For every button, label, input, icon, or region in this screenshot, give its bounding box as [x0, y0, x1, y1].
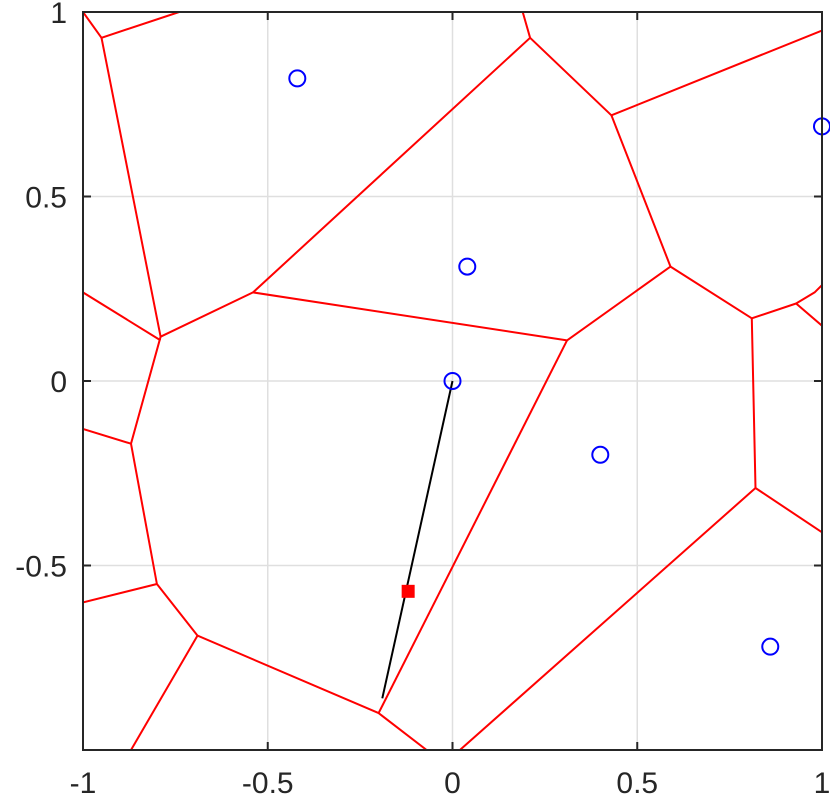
voronoi-edges: [83, 12, 822, 750]
voronoi-edge: [83, 583, 158, 604]
query-point-layer: [401, 584, 415, 598]
voronoi-edge: [100, 12, 532, 338]
voronoi-edge: [130, 336, 428, 750]
axes-box: [82, 11, 823, 751]
path-line-layer: [381, 380, 454, 699]
site-marker: [443, 372, 462, 390]
x-tick-label: 0.5: [616, 767, 658, 800]
voronoi-edge: [252, 114, 672, 342]
x-tick-label: -0.5: [242, 767, 294, 800]
x-tick-label: 1: [814, 767, 830, 800]
site-markers: [288, 69, 830, 656]
x-tick-label: -1: [70, 767, 97, 800]
voronoi-edge: [83, 291, 162, 342]
voronoi-edge: [669, 265, 822, 327]
query-point-marker: [401, 584, 415, 598]
voronoi-edge: [83, 428, 132, 445]
voronoi-edge: [377, 339, 568, 714]
y-tick-label: 0.5: [25, 182, 67, 215]
voronoi-edge: [130, 635, 199, 750]
voronoi-edge: [529, 29, 822, 117]
x-tick-label: 0: [444, 767, 461, 800]
site-marker: [288, 69, 307, 88]
site-marker: [458, 257, 477, 276]
tick-labels: -1 -0.5 0 0.5 1 1 0.5 0 -0.5: [15, 0, 830, 800]
voronoi-edge: [459, 487, 757, 750]
site-marker: [591, 445, 610, 464]
voronoi-edge: [83, 12, 180, 39]
y-tick-label: -0.5: [15, 551, 67, 584]
voronoi-edge: [795, 284, 822, 305]
path-line: [381, 380, 454, 699]
site-marker: [761, 637, 780, 656]
y-tick-label: 0: [50, 366, 67, 399]
voronoi-edge: [750, 318, 822, 534]
y-tick-label: 1: [50, 0, 67, 30]
